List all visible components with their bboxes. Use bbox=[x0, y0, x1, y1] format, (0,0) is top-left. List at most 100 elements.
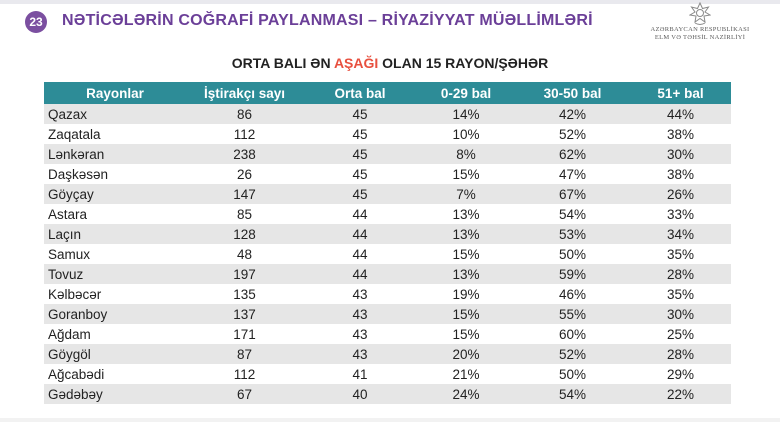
cell-average: 44 bbox=[303, 204, 417, 224]
cell-region: Zaqatala bbox=[44, 124, 186, 144]
results-table: Rayonlar İştirakçı sayı Orta bal 0-29 ba… bbox=[44, 82, 731, 404]
cell-participants: 85 bbox=[186, 204, 303, 224]
cell-30-50: 46% bbox=[515, 284, 630, 304]
cell-average: 43 bbox=[303, 324, 417, 344]
cell-51-plus: 33% bbox=[630, 204, 731, 224]
slide-number-badge: 23 bbox=[25, 11, 47, 33]
cell-average: 43 bbox=[303, 284, 417, 304]
cell-region: Göygöl bbox=[44, 344, 186, 364]
table-title-prefix: ORTA BALI ƏN bbox=[231, 55, 334, 71]
column-header-average: Orta bal bbox=[303, 82, 417, 104]
table-row: Ağcabədi 112 41 21% 50% 29% bbox=[44, 364, 731, 384]
cell-participants: 137 bbox=[186, 304, 303, 324]
bottom-border bbox=[0, 418, 780, 422]
cell-51-plus: 35% bbox=[630, 284, 731, 304]
cell-participants: 197 bbox=[186, 264, 303, 284]
cell-51-plus: 30% bbox=[630, 144, 731, 164]
table-row: Göyçay 147 45 7% 67% 26% bbox=[44, 184, 731, 204]
table-row: Tovuz 197 44 13% 59% 28% bbox=[44, 264, 731, 284]
cell-51-plus: 34% bbox=[630, 224, 731, 244]
cell-participants: 48 bbox=[186, 244, 303, 264]
cell-30-50: 67% bbox=[515, 184, 630, 204]
table-row: Qazax 86 45 14% 42% 44% bbox=[44, 104, 731, 124]
cell-participants: 128 bbox=[186, 224, 303, 244]
cell-region: Gədəbəy bbox=[44, 384, 186, 404]
cell-average: 43 bbox=[303, 304, 417, 324]
cell-average: 40 bbox=[303, 384, 417, 404]
table-row: Gədəbəy 67 40 24% 54% 22% bbox=[44, 384, 731, 404]
cell-30-50: 50% bbox=[515, 364, 630, 384]
cell-region: Ağcabədi bbox=[44, 364, 186, 384]
table-row: Göygöl 87 43 20% 52% 28% bbox=[44, 344, 731, 364]
table-row: Daşkəsən 26 45 15% 47% 38% bbox=[44, 164, 731, 184]
cell-0-29: 15% bbox=[417, 304, 515, 324]
cell-region: Ağdam bbox=[44, 324, 186, 344]
cell-participants: 112 bbox=[186, 124, 303, 144]
column-header-0-29: 0-29 bal bbox=[417, 82, 515, 104]
cell-region: Qazax bbox=[44, 104, 186, 124]
cell-participants: 147 bbox=[186, 184, 303, 204]
cell-30-50: 54% bbox=[515, 204, 630, 224]
cell-0-29: 14% bbox=[417, 104, 515, 124]
cell-0-29: 15% bbox=[417, 244, 515, 264]
cell-0-29: 21% bbox=[417, 364, 515, 384]
cell-0-29: 13% bbox=[417, 224, 515, 244]
top-strip bbox=[0, 0, 780, 4]
cell-30-50: 50% bbox=[515, 244, 630, 264]
cell-average: 43 bbox=[303, 344, 417, 364]
cell-30-50: 54% bbox=[515, 384, 630, 404]
cell-51-plus: 38% bbox=[630, 164, 731, 184]
cell-average: 44 bbox=[303, 244, 417, 264]
cell-0-29: 15% bbox=[417, 324, 515, 344]
column-header-participants: İştirakçı sayı bbox=[186, 82, 303, 104]
cell-region: Goranboy bbox=[44, 304, 186, 324]
cell-51-plus: 44% bbox=[630, 104, 731, 124]
cell-30-50: 52% bbox=[515, 344, 630, 364]
cell-average: 45 bbox=[303, 124, 417, 144]
cell-region: Laçın bbox=[44, 224, 186, 244]
table-title-accent: AŞAĞI bbox=[333, 55, 379, 71]
cell-51-plus: 38% bbox=[630, 124, 731, 144]
table-row: Laçın 128 44 13% 53% 34% bbox=[44, 224, 731, 244]
cell-30-50: 52% bbox=[515, 124, 630, 144]
cell-51-plus: 30% bbox=[630, 304, 731, 324]
cell-0-29: 20% bbox=[417, 344, 515, 364]
cell-average: 45 bbox=[303, 164, 417, 184]
cell-51-plus: 25% bbox=[630, 324, 731, 344]
table-body: Qazax 86 45 14% 42% 44% Zaqatala 112 45 10% 52% 38%… bbox=[44, 104, 731, 404]
cell-region: Daşkəsən bbox=[44, 164, 186, 184]
cell-0-29: 19% bbox=[417, 284, 515, 304]
cell-0-29: 10% bbox=[417, 124, 515, 144]
cell-30-50: 53% bbox=[515, 224, 630, 244]
cell-average: 45 bbox=[303, 184, 417, 204]
cell-participants: 26 bbox=[186, 164, 303, 184]
table-title-suffix: OLAN 15 RAYON/ŞƏHƏR bbox=[378, 55, 549, 71]
cell-30-50: 42% bbox=[515, 104, 630, 124]
page-title: NƏTİCƏLƏRİN COĞRAFİ PAYLANMASI – RİYAZİY… bbox=[62, 12, 593, 29]
cell-participants: 87 bbox=[186, 344, 303, 364]
cell-51-plus: 28% bbox=[630, 344, 731, 364]
cell-51-plus: 28% bbox=[630, 264, 731, 284]
cell-participants: 67 bbox=[186, 384, 303, 404]
column-header-region: Rayonlar bbox=[44, 82, 186, 104]
table-row: Samux 48 44 15% 50% 35% bbox=[44, 244, 731, 264]
cell-average: 41 bbox=[303, 364, 417, 384]
emblem-icon bbox=[689, 2, 711, 25]
cell-participants: 112 bbox=[186, 364, 303, 384]
cell-average: 44 bbox=[303, 264, 417, 284]
cell-region: Samux bbox=[44, 244, 186, 264]
cell-51-plus: 26% bbox=[630, 184, 731, 204]
ministry-logo: AZƏRBAYCAN RESPUBLİKASI ELM VƏ TƏHSİL NA… bbox=[642, 2, 758, 50]
cell-30-50: 59% bbox=[515, 264, 630, 284]
cell-participants: 135 bbox=[186, 284, 303, 304]
cell-30-50: 55% bbox=[515, 304, 630, 324]
cell-average: 45 bbox=[303, 104, 417, 124]
cell-51-plus: 22% bbox=[630, 384, 731, 404]
cell-region: Göyçay bbox=[44, 184, 186, 204]
cell-region: Astara bbox=[44, 204, 186, 224]
cell-0-29: 15% bbox=[417, 164, 515, 184]
cell-30-50: 47% bbox=[515, 164, 630, 184]
column-header-30-50: 30-50 bal bbox=[515, 82, 630, 104]
cell-51-plus: 29% bbox=[630, 364, 731, 384]
table-row: Lənkəran 238 45 8% 62% 30% bbox=[44, 144, 731, 164]
